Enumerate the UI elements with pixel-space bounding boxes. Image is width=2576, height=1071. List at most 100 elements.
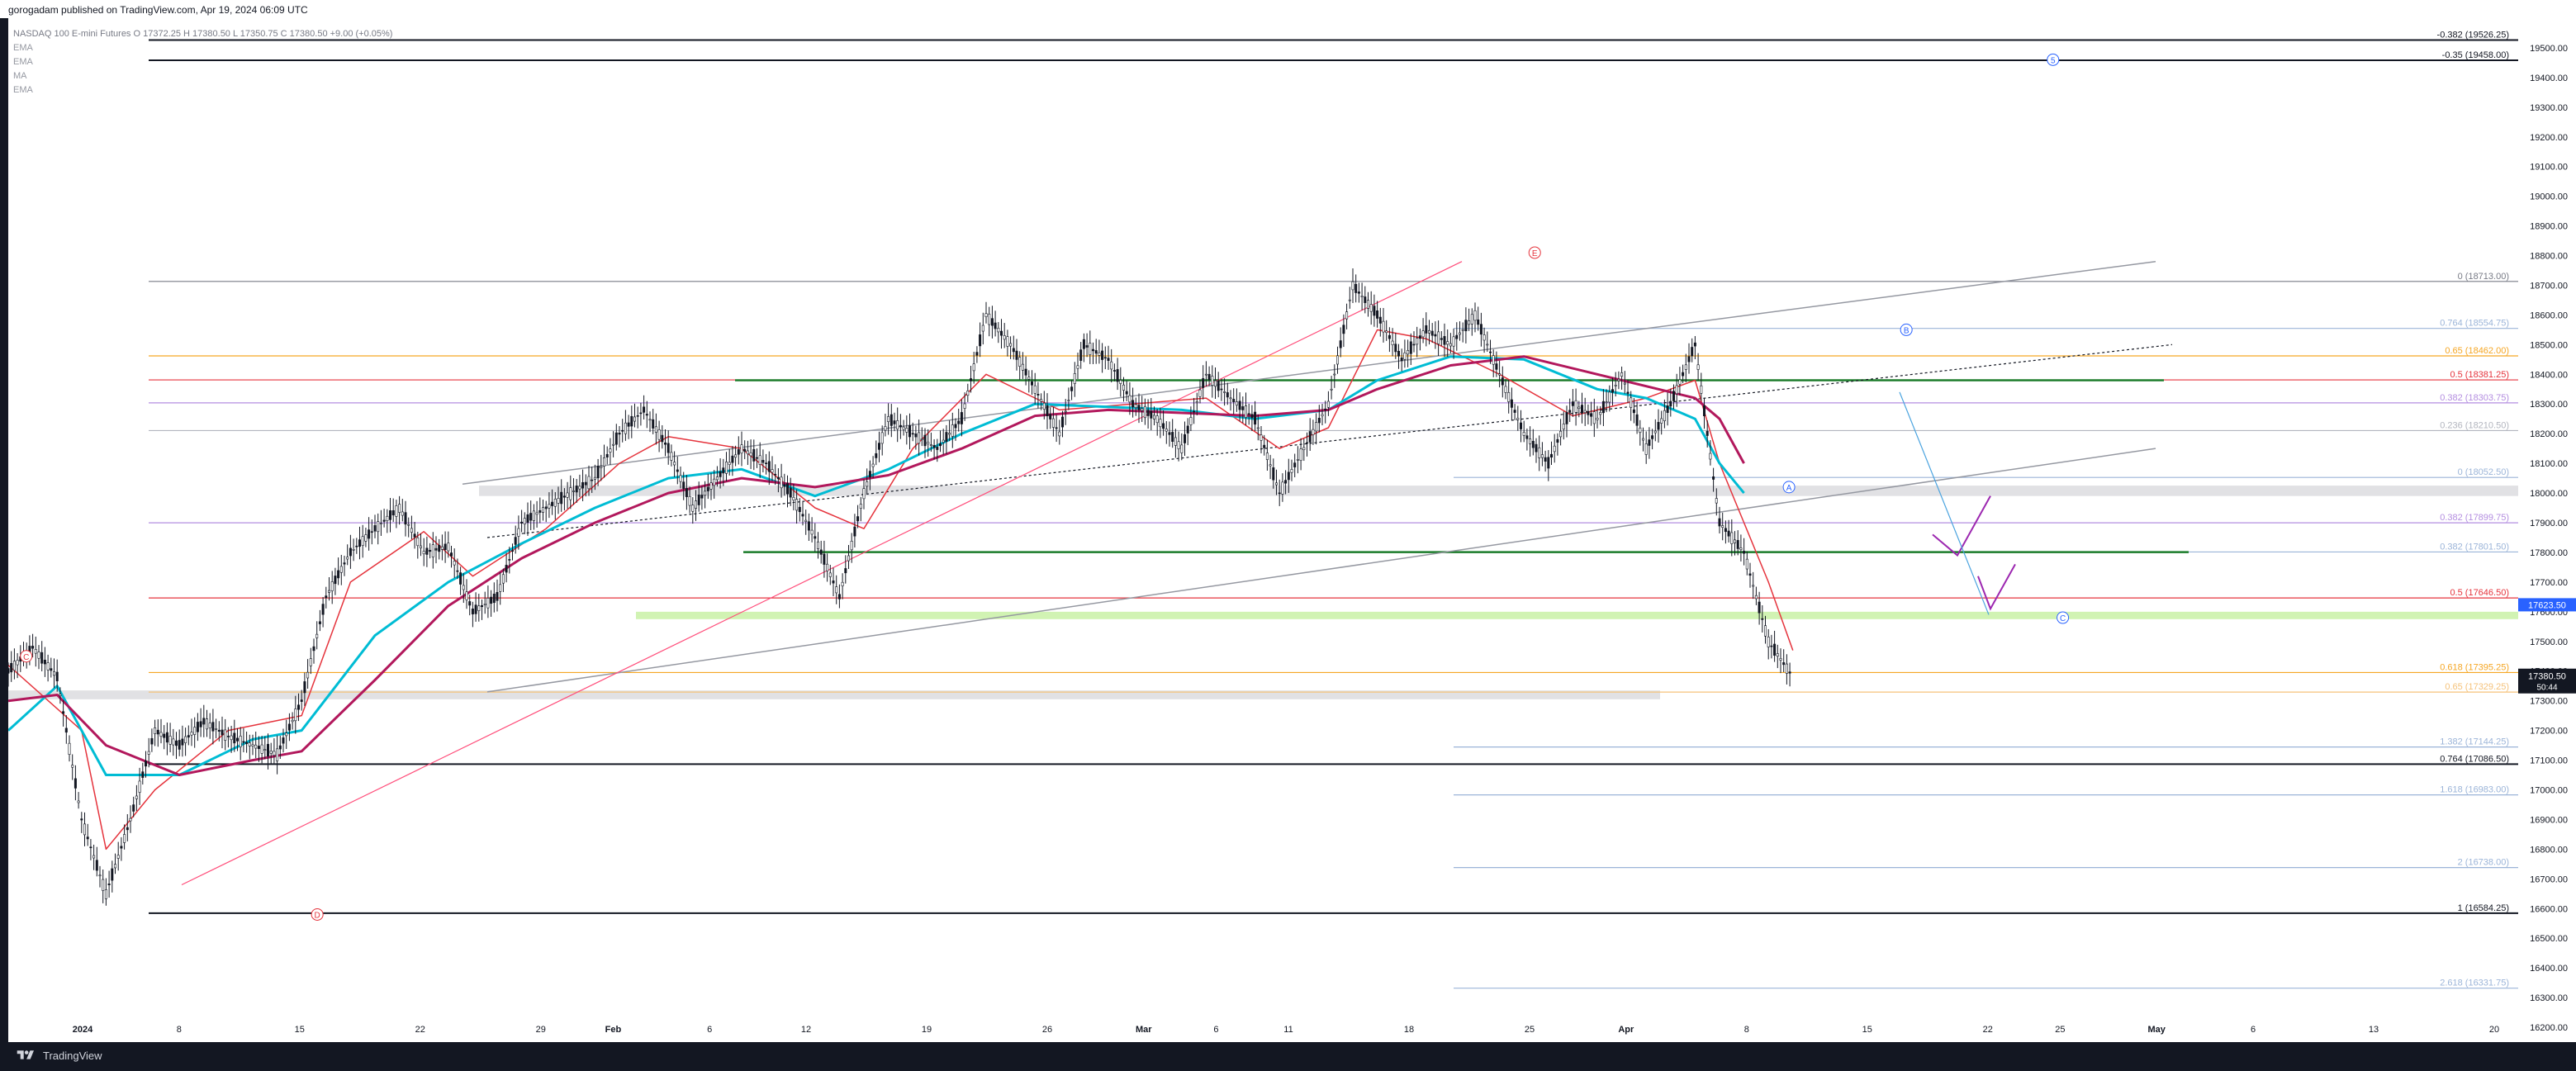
candle-body (1180, 444, 1184, 453)
candle-body (1189, 417, 1193, 425)
candle-body (663, 442, 667, 445)
indicator-ema-3[interactable]: EMA (13, 85, 33, 95)
last-price-label: 17380.50 (2528, 672, 2566, 682)
candle-body (643, 406, 646, 413)
candle-body (1761, 618, 1764, 620)
candle-body (1070, 386, 1074, 391)
candle-body (444, 543, 447, 551)
price-tick-label: 17500.00 (2530, 637, 2568, 647)
candle-body (1260, 434, 1263, 441)
header-bar: gorogadam published on TradingView.com, … (0, 0, 2576, 18)
candle-body (269, 751, 273, 754)
candle-body (135, 795, 138, 799)
candle-body (1437, 331, 1440, 344)
candle-body (211, 722, 215, 732)
candle-body (731, 455, 734, 463)
candle-body (1748, 573, 1752, 576)
indicator-ema-1[interactable]: EMA (13, 43, 33, 53)
candle-body (1559, 430, 1563, 438)
candle-body (407, 524, 410, 526)
candle-body (16, 660, 19, 666)
tradingview-brand[interactable]: TradingView (15, 1049, 102, 1062)
x-tick-label: 20 (2489, 1025, 2499, 1035)
candle-body (1400, 358, 1403, 362)
candle-body (532, 510, 535, 521)
candle-body (856, 516, 860, 522)
candle-body (526, 514, 529, 524)
level-label: 2 (16738.00) (2458, 858, 2509, 868)
legend-symbol-row[interactable]: NASDAQ 100 E-mini Futures O 17372.25 H 1… (13, 27, 392, 41)
price-tick-label: 17000.00 (2530, 785, 2568, 795)
candle-body (740, 444, 743, 454)
level-label: 2.618 (16331.75) (2440, 979, 2509, 988)
candle-body (1042, 402, 1046, 410)
candle-body (46, 662, 50, 671)
candle-body (1155, 415, 1159, 424)
level-label: 0 (18713.00) (2458, 272, 2509, 282)
candle-body (1076, 365, 1079, 369)
candle-body (1416, 338, 1419, 345)
candle-body (755, 457, 758, 459)
candle-body (1269, 464, 1272, 467)
candle-body (184, 736, 187, 743)
candle-body (645, 414, 648, 416)
chart-plot-area[interactable]: -0.382 (19526.25) -0.35 (19458.00) 0 (1871… (8, 18, 2518, 1042)
candle-body (544, 506, 548, 509)
candle-body (609, 448, 612, 453)
chart-canvas[interactable]: -0.382 (19526.25) -0.35 (19458.00) 0 (1871… (8, 18, 2518, 1042)
candle-body (1241, 406, 1245, 410)
level-label: 0.236 (18210.50) (2440, 420, 2509, 430)
candle-body (126, 827, 129, 831)
candle-body (1302, 447, 1306, 451)
candle-body (639, 412, 643, 415)
candle-body (43, 659, 46, 665)
candle-body (496, 591, 499, 601)
candle-body (202, 718, 206, 725)
candle-body (1369, 304, 1373, 312)
candle-body (972, 363, 975, 372)
candle-body (1644, 443, 1648, 455)
candle-body (459, 572, 463, 585)
price-axis[interactable]: 16200.00 16300.00 16400.00 16500.00 16600.00… (2518, 18, 2576, 1042)
candle-body (1752, 585, 1755, 587)
candle-body (239, 736, 242, 747)
candle-body (1669, 400, 1672, 407)
candle-body (700, 495, 704, 499)
candle-body (40, 652, 44, 664)
candle-body (1317, 418, 1321, 424)
candle-body (1745, 558, 1748, 570)
price-tick-label: 16300.00 (2530, 993, 2568, 1003)
candle-body (193, 727, 197, 735)
chart-legend: NASDAQ 100 E-mini Futures O 17372.25 H 1… (13, 27, 392, 97)
candle-body (181, 738, 184, 746)
candle-body (1592, 411, 1596, 424)
candle-body (62, 711, 65, 714)
candle-body (1046, 405, 1049, 417)
candle-body (477, 605, 481, 611)
candle-body (343, 562, 346, 565)
candle-body (1376, 310, 1379, 319)
candle-body (1630, 397, 1633, 408)
candle-body (254, 744, 258, 749)
candle-body (315, 633, 319, 638)
wave-marker-circle (1528, 246, 1541, 259)
candle-body (1601, 400, 1605, 414)
candle-body (560, 491, 563, 505)
candle-body (593, 476, 596, 480)
indicator-ma[interactable]: MA (13, 71, 27, 81)
candle-body (1122, 384, 1126, 391)
candle-body (990, 318, 994, 326)
candle-body (1712, 476, 1715, 480)
candle-body (535, 512, 538, 515)
candle-body (1553, 445, 1556, 453)
candle-body (1275, 482, 1279, 486)
level-label: 0.764 (18554.75) (2440, 319, 2509, 329)
candle-body (783, 484, 786, 487)
candle-body (1727, 530, 1730, 537)
candle-body (10, 662, 13, 673)
candle-body (902, 426, 905, 430)
x-tick-label: 26 (1042, 1025, 1052, 1035)
price-tick-label: 16700.00 (2530, 874, 2568, 884)
candle-body (661, 434, 664, 443)
indicator-ema-2[interactable]: EMA (13, 57, 33, 67)
